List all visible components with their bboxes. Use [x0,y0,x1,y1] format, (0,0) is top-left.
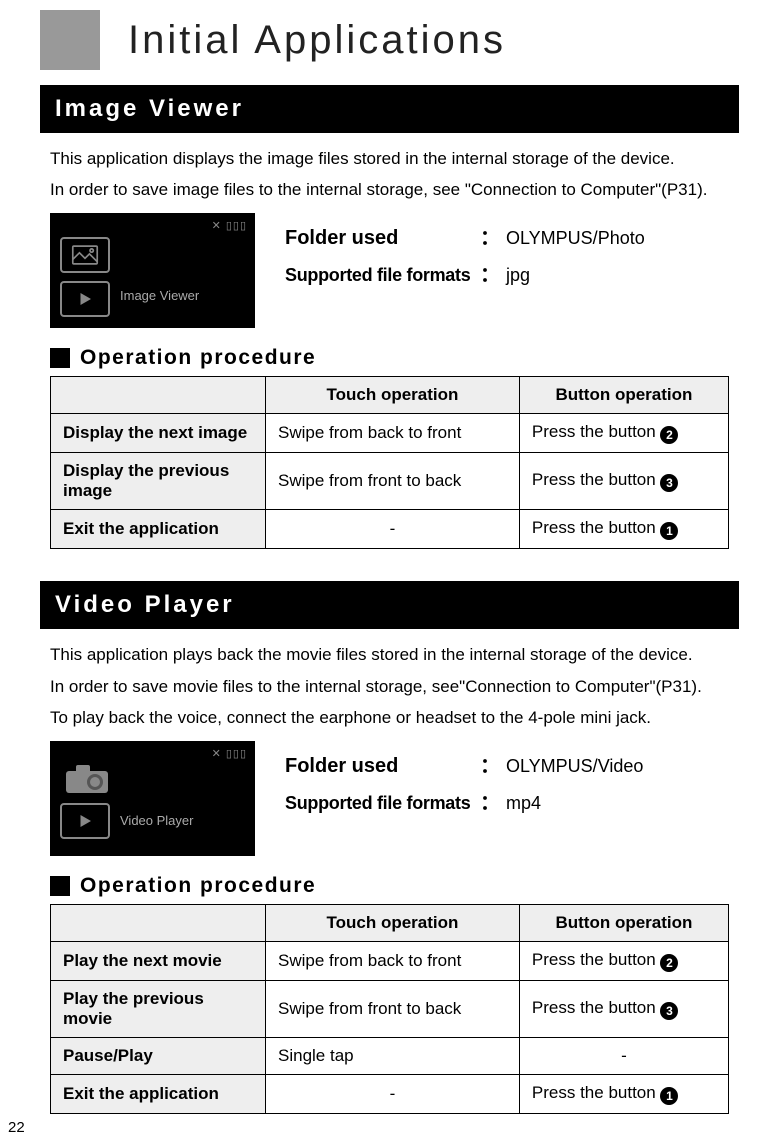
page-number: 22 [8,1119,25,1136]
table-row: Exit the application-Press the button 1 [51,1074,729,1113]
video-player-info-row: ✕ ▯▯▯ Video Player Folder u [50,741,729,856]
formats-label: Supported file formats [285,793,480,814]
image-viewer-thumbnail: ✕ ▯▯▯ Image Viewer [50,213,255,328]
image-viewer-table: Touch operation Button operation Display… [50,376,729,549]
page-title: Initial Applications [128,18,506,63]
square-bullet-icon [50,348,70,368]
circled-number-icon: 1 [660,522,678,540]
button-cell: Press the button 1 [519,1074,728,1113]
button-cell: Press the button 2 [519,414,728,453]
video-player-table: Touch operation Button operation Play th… [50,904,729,1114]
operation-procedure-heading-row: Operation procedure [50,346,729,370]
operation-procedure-heading: Operation procedure [80,346,316,370]
touch-cell: - [266,510,520,549]
play-icon [60,281,110,317]
table-row: Exit the application-Press the button 1 [51,510,729,549]
circled-number-icon: 2 [660,954,678,972]
folder-used-label: Folder used [285,227,480,250]
button-cell: Press the button 3 [519,453,728,510]
play-icon [60,803,110,839]
row-label: Exit the application [51,1074,266,1113]
touch-cell: Swipe from back to front [266,941,520,980]
colon: ： [480,749,500,778]
image-viewer-thumb-label: Image Viewer [120,288,199,303]
circled-number-icon: 2 [660,426,678,444]
photo-icon [60,237,110,273]
table-row: Display the next imageSwipe from back to… [51,414,729,453]
colon: ： [480,221,500,250]
touch-cell: Single tap [266,1037,520,1074]
image-viewer-desc-2: In order to save image files to the inte… [50,176,729,203]
image-viewer-body: This application displays the image file… [40,145,739,559]
table-header-empty [51,904,266,941]
status-icons: ✕ ▯▯▯ [212,219,247,232]
touch-cell: - [266,1074,520,1113]
status-icons: ✕ ▯▯▯ [212,747,247,760]
image-viewer-tbody: Display the next imageSwipe from back to… [51,414,729,549]
row-label: Pause/Play [51,1037,266,1074]
row-label: Play the next movie [51,941,266,980]
operation-procedure-heading-row: Operation procedure [50,874,729,898]
folder-used-value: OLYMPUS/Photo [506,228,645,249]
table-row: Play the previous movieSwipe from front … [51,980,729,1037]
folder-used-value: OLYMPUS/Video [506,756,643,777]
formats-label: Supported file formats [285,265,480,286]
button-cell: Press the button 1 [519,510,728,549]
table-header-button: Button operation [519,904,728,941]
title-square-decoration [40,10,100,70]
table-header-button: Button operation [519,377,728,414]
table-header-touch: Touch operation [266,377,520,414]
video-player-desc-2: In order to save movie files to the inte… [50,673,729,700]
page-title-row: Initial Applications [40,10,739,70]
circled-number-icon: 3 [660,1002,678,1020]
video-player-desc-3: To play back the voice, connect the earp… [50,704,729,731]
table-row: Pause/PlaySingle tap- [51,1037,729,1074]
square-bullet-icon [50,876,70,896]
table-header-touch: Touch operation [266,904,520,941]
circled-number-icon: 3 [660,474,678,492]
table-row: Display the previous imageSwipe from fro… [51,453,729,510]
formats-value: mp4 [506,793,541,814]
operation-procedure-heading: Operation procedure [80,874,316,898]
row-label: Display the previous image [51,453,266,510]
touch-cell: Swipe from back to front [266,414,520,453]
table-row: Play the next movieSwipe from back to fr… [51,941,729,980]
colon: ： [480,258,500,287]
row-label: Exit the application [51,510,266,549]
colon: ： [480,786,500,815]
video-player-thumb-label: Video Player [120,813,193,828]
button-cell: Press the button 2 [519,941,728,980]
video-player-body: This application plays back the movie fi… [40,641,739,1124]
row-label: Play the previous movie [51,980,266,1037]
video-player-thumbnail: ✕ ▯▯▯ Video Player [50,741,255,856]
video-player-desc-1: This application plays back the movie fi… [50,641,729,668]
circled-number-icon: 1 [660,1087,678,1105]
video-player-heading: Video Player [40,581,739,629]
row-label: Display the next image [51,414,266,453]
image-viewer-heading: Image Viewer [40,85,739,133]
camera-icon [62,761,112,795]
button-cell: - [519,1037,728,1074]
touch-cell: Swipe from front to back [266,453,520,510]
folder-used-label: Folder used [285,755,480,778]
button-cell: Press the button 3 [519,980,728,1037]
image-viewer-info-row: ✕ ▯▯▯ Image Viewer Folder used ： [50,213,729,328]
formats-value: jpg [506,265,530,286]
video-player-tbody: Play the next movieSwipe from back to fr… [51,941,729,1113]
image-viewer-desc-1: This application displays the image file… [50,145,729,172]
touch-cell: Swipe from front to back [266,980,520,1037]
table-header-empty [51,377,266,414]
